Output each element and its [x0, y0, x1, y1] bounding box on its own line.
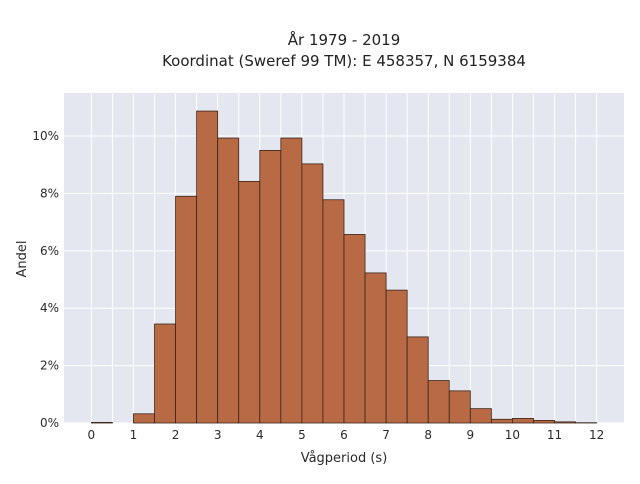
x-tick-label: 3: [214, 428, 222, 442]
chart-title: År 1979 - 2019: [288, 30, 401, 49]
x-tick-label: 5: [298, 428, 306, 442]
y-tick-label: 0%: [40, 416, 59, 430]
histogram-bar: [302, 164, 323, 423]
histogram-bar: [386, 290, 407, 423]
histogram-bar: [133, 414, 154, 423]
histogram-bar: [281, 138, 302, 423]
x-tick-label: 9: [466, 428, 474, 442]
x-tick-label: 1: [130, 428, 138, 442]
x-tick-label: 10: [505, 428, 520, 442]
chart-subtitle: Koordinat (Sweref 99 TM): E 458357, N 61…: [162, 52, 526, 70]
histogram-bar: [344, 234, 365, 423]
histogram-bar: [197, 111, 218, 423]
histogram-bar: [512, 418, 533, 423]
x-tick-label: 8: [424, 428, 432, 442]
histogram-bar: [91, 422, 112, 423]
histogram-bar: [449, 391, 470, 423]
x-tick-label: 12: [589, 428, 604, 442]
y-tick-label: 2%: [40, 359, 59, 373]
x-tick-label: 2: [172, 428, 180, 442]
x-tick-label: 4: [256, 428, 264, 442]
y-axis-label: Andel: [15, 241, 30, 278]
x-tick-label: 7: [382, 428, 390, 442]
histogram-bar: [470, 409, 491, 423]
histogram-bar: [155, 324, 176, 423]
histogram-bar: [428, 381, 449, 423]
histogram-bar: [407, 337, 428, 423]
x-tick-label: 0: [88, 428, 96, 442]
y-tick-label: 8%: [40, 186, 59, 200]
histogram-bar: [491, 419, 512, 423]
x-axis-label: Vågperiod (s): [301, 451, 388, 466]
y-tick-label: 4%: [40, 301, 59, 315]
x-tick-label: 11: [547, 428, 562, 442]
histogram-bar: [533, 420, 554, 423]
histogram-bar: [555, 422, 576, 423]
histogram-bar: [239, 181, 260, 423]
y-tick-label: 6%: [40, 244, 59, 258]
histogram-bar: [218, 138, 239, 423]
histogram-bar: [176, 196, 197, 423]
histogram-bar: [260, 150, 281, 423]
histogram-bar: [323, 200, 344, 423]
y-tick-label: 10%: [32, 129, 59, 143]
x-tick-label: 6: [340, 428, 348, 442]
histogram-bar: [365, 273, 386, 423]
